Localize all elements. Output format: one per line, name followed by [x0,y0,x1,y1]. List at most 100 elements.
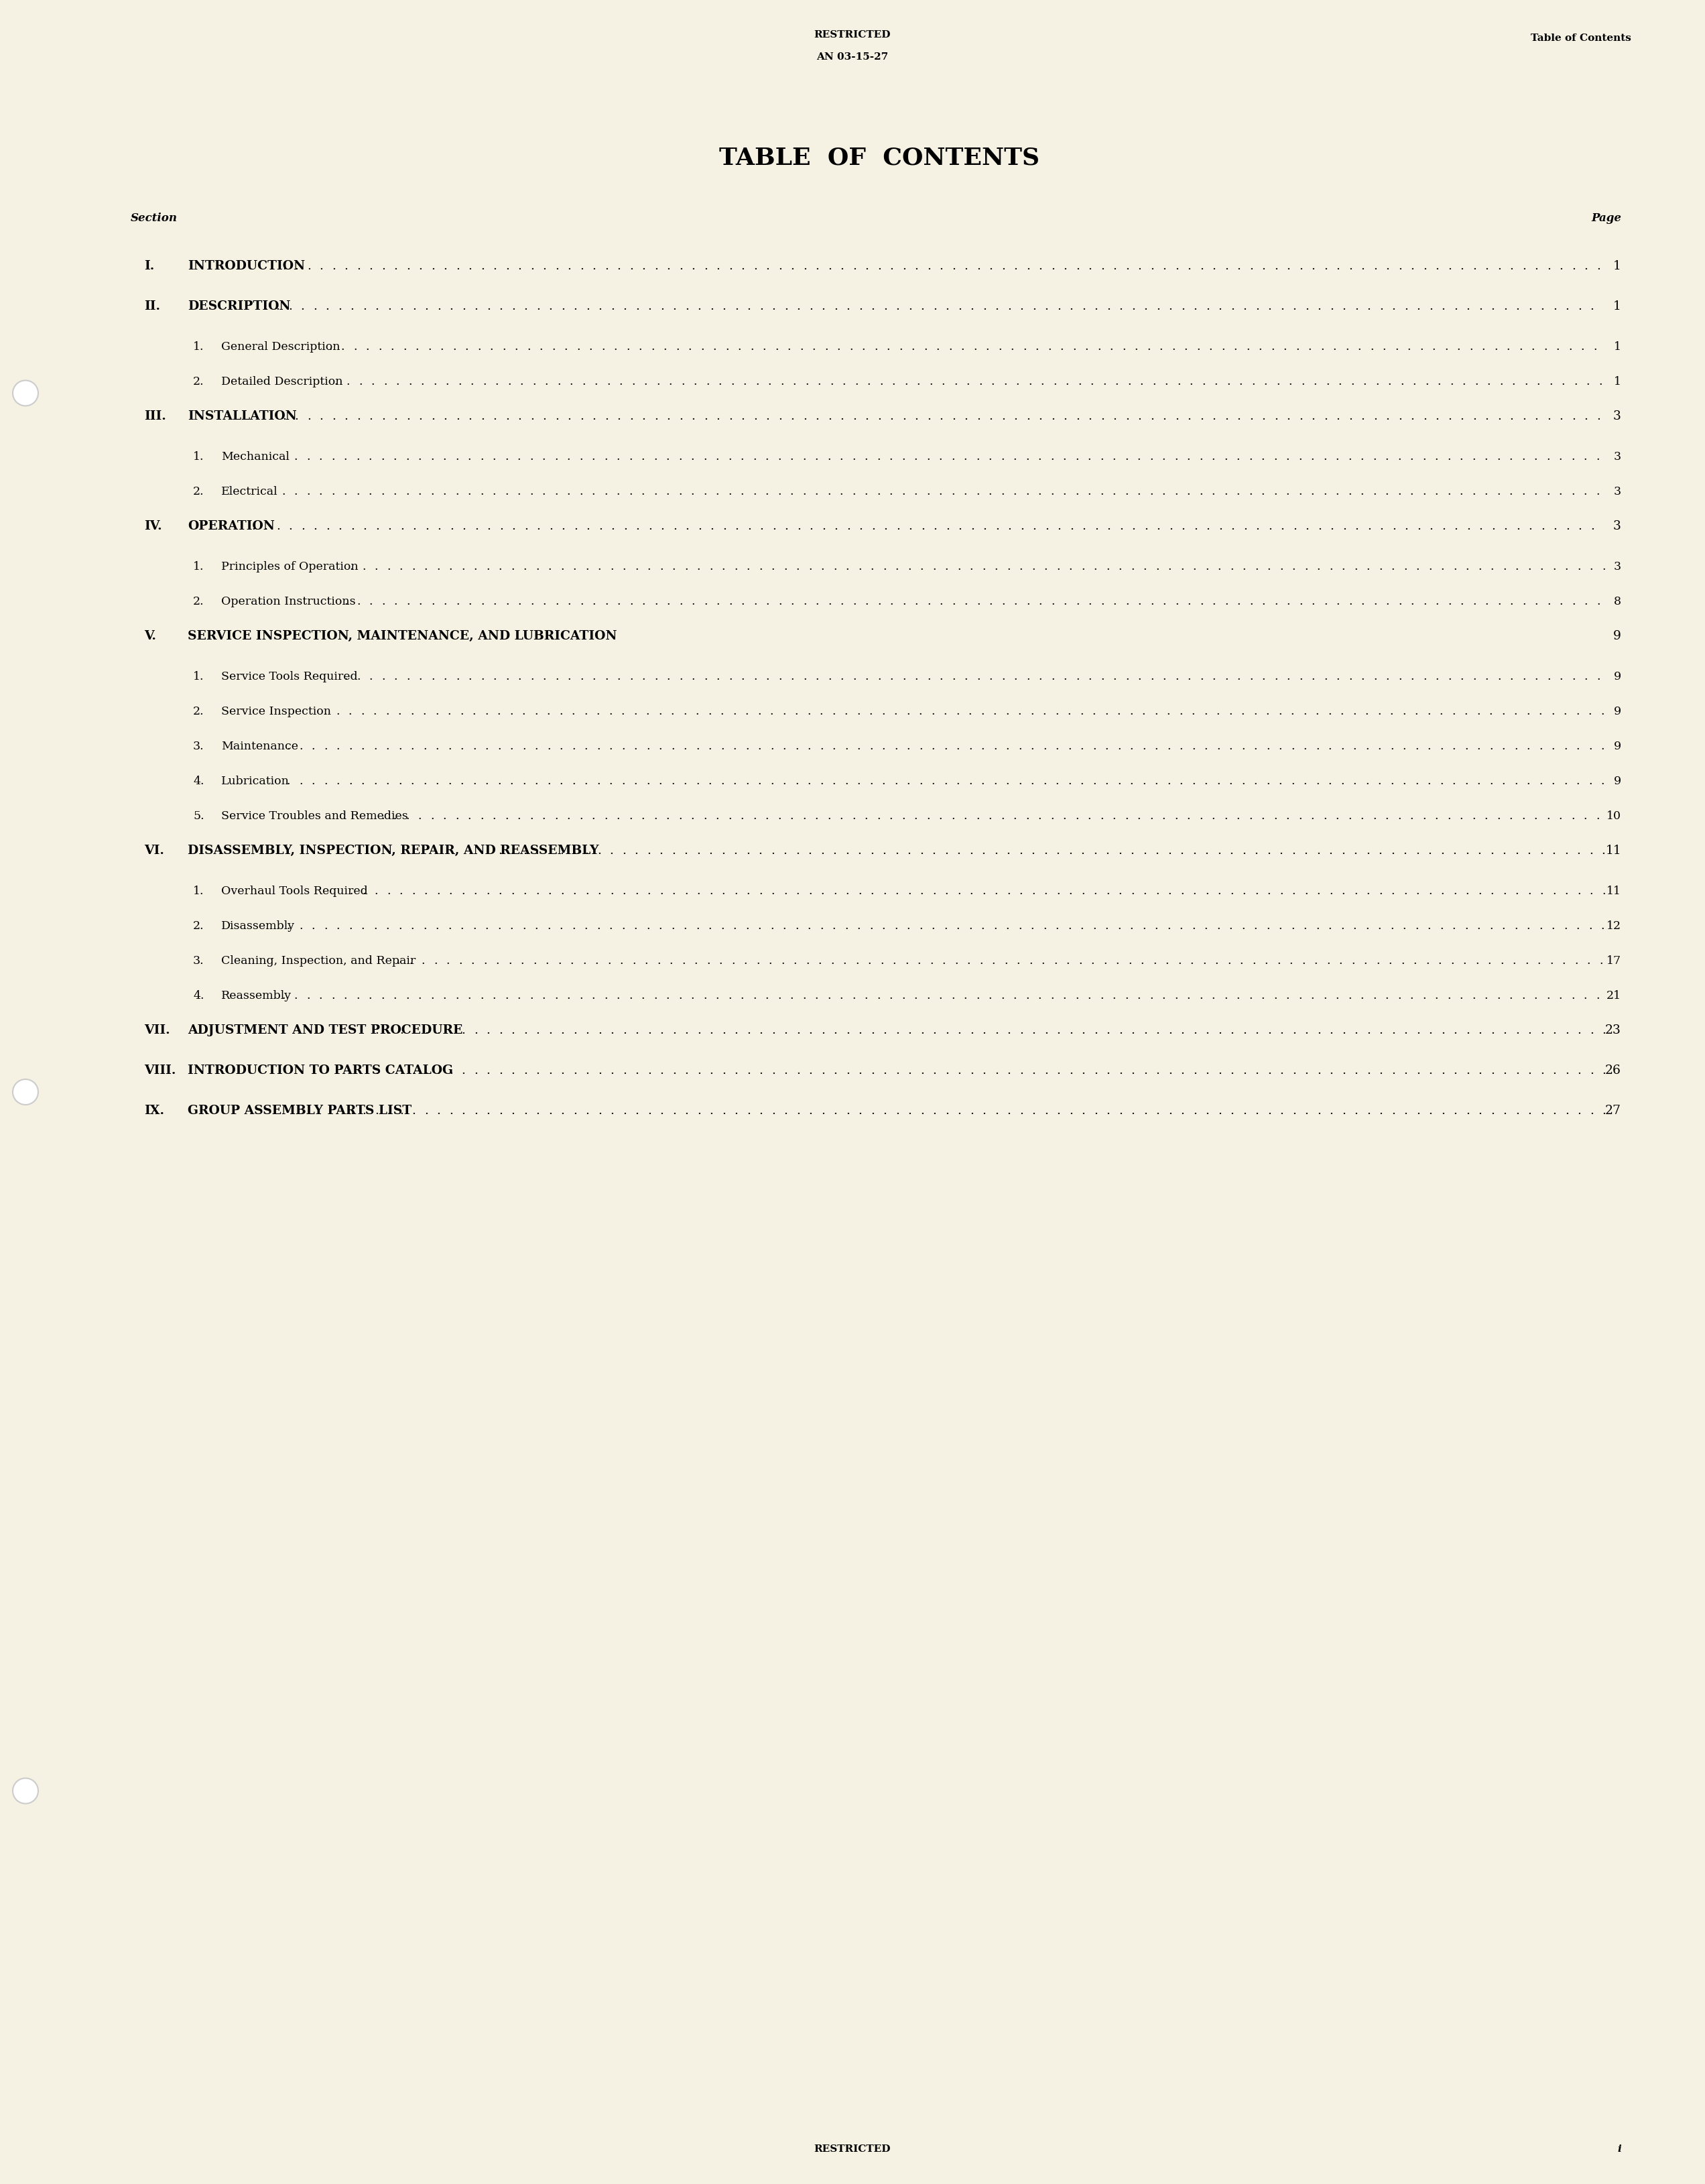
Text: .: . [716,596,720,607]
Text: .: . [766,260,769,273]
Text: .: . [1081,1105,1086,1116]
Text: Disassembly: Disassembly [222,919,295,930]
Text: .: . [360,705,365,716]
Text: .: . [701,341,704,352]
Text: .: . [1011,341,1014,352]
Text: .: . [373,705,377,716]
Text: .: . [1534,485,1538,498]
Text: .: . [876,450,880,463]
Text: .: . [689,341,692,352]
Text: .: . [500,301,503,312]
Text: .: . [1130,1105,1136,1116]
Text: .: . [598,1024,602,1037]
Text: .: . [319,989,322,1000]
Text: .: . [975,485,979,498]
Text: .: . [1534,260,1538,273]
Text: .: . [1350,376,1354,387]
Text: .: . [332,260,336,273]
Text: .: . [535,885,539,898]
Text: .: . [1112,450,1115,463]
Text: .: . [1279,885,1284,898]
Text: .: . [1248,989,1251,1000]
Text: .: . [1584,260,1587,273]
Text: .: . [1475,954,1478,965]
Text: .: . [1286,411,1291,422]
Text: .: . [1217,919,1221,930]
Text: .: . [754,260,757,273]
Text: .: . [634,561,638,572]
Text: .: . [609,845,614,856]
Text: .: . [431,596,435,607]
Text: .: . [1084,341,1088,352]
Text: .: . [1018,919,1021,930]
Text: .: . [1550,954,1553,965]
Text: .: . [312,919,315,930]
Text: .: . [979,376,982,387]
Text: .: . [573,845,576,856]
Text: .: . [1287,670,1291,681]
Text: .: . [827,260,832,273]
Text: .: . [622,845,626,856]
Text: .: . [1156,301,1159,312]
Text: .: . [1378,775,1381,786]
Text: .: . [1113,670,1117,681]
Text: .: . [679,411,682,422]
Text: .: . [1323,260,1328,273]
Text: .: . [1093,740,1096,751]
Text: .: . [1125,485,1129,498]
Text: .: . [537,520,540,533]
Text: .: . [329,341,332,352]
Text: .: . [1316,1024,1321,1037]
Text: .: . [1168,520,1173,533]
Text: .: . [1354,885,1357,898]
Text: .: . [1153,954,1156,965]
Text: .: . [1598,376,1603,387]
Text: .: . [1466,1105,1470,1116]
Text: .: . [791,670,795,681]
Text: .: . [375,1105,379,1116]
Text: .: . [387,1024,390,1037]
Text: .: . [1032,561,1035,572]
Text: .: . [1485,260,1488,273]
Text: .: . [549,301,552,312]
Text: .: . [399,561,402,572]
Text: .: . [789,485,793,498]
Text: .: . [353,341,356,352]
Text: .: . [281,989,285,1000]
Text: .: . [1112,485,1115,498]
Text: .: . [721,561,725,572]
Text: .: . [1064,411,1067,422]
Text: .: . [1240,954,1243,965]
Text: .: . [1558,450,1562,463]
Text: .: . [1014,596,1018,607]
Text: .: . [755,954,760,965]
Text: .: . [1384,485,1388,498]
Text: .: . [827,670,832,681]
Text: .: . [1025,485,1030,498]
Text: .: . [1575,705,1579,716]
Text: .: . [754,810,757,821]
Text: .: . [735,1024,738,1037]
Text: .: . [1429,1024,1432,1037]
Text: .: . [1219,301,1222,312]
Text: .: . [324,775,327,786]
Text: Page: Page [1591,212,1621,223]
Text: .: . [994,740,997,751]
Text: .: . [1391,301,1396,312]
Text: .: . [350,885,353,898]
Text: .: . [629,411,633,422]
Text: .: . [1267,919,1270,930]
Text: .: . [604,450,607,463]
Text: .: . [588,341,593,352]
Text: .: . [679,485,682,498]
Text: .: . [1154,845,1159,856]
Text: .: . [622,885,626,898]
Text: .: . [1107,885,1110,898]
Text: .: . [1328,845,1333,856]
Text: .: . [704,260,708,273]
Text: .: . [1163,411,1166,422]
Text: .: . [319,411,324,422]
Text: .: . [783,705,786,716]
Text: .: . [1125,260,1129,273]
Text: .: . [1589,919,1592,930]
